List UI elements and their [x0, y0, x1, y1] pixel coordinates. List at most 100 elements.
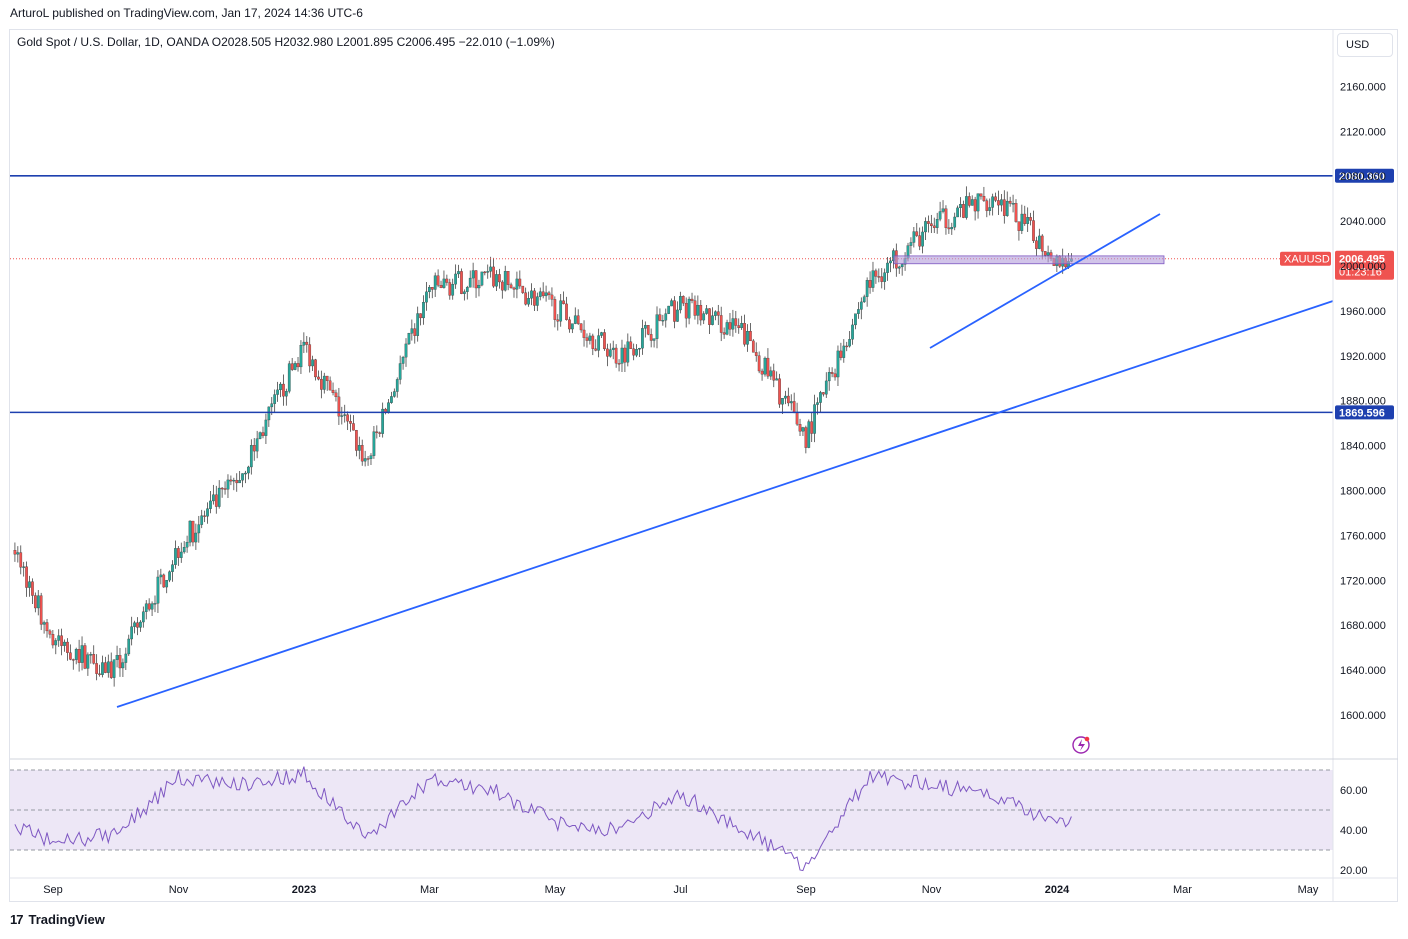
candle-body	[731, 318, 735, 330]
symbol-badge-label: XAUUSD	[1284, 254, 1330, 266]
candle-body	[565, 303, 568, 320]
candle-body	[959, 204, 962, 209]
last-price-label: 2006.495	[1339, 254, 1385, 266]
candle-body	[60, 635, 63, 646]
candle-body	[603, 332, 606, 350]
candle-body	[714, 311, 717, 316]
candle-body	[282, 383, 285, 397]
candle-body	[331, 389, 335, 393]
candle-body	[530, 290, 533, 299]
candle-body	[401, 356, 405, 364]
candle-body	[769, 370, 773, 377]
time-tick-label: Jul	[673, 884, 687, 896]
candle-body	[801, 427, 805, 432]
tradingview-brand[interactable]: 17 TradingView	[10, 912, 105, 927]
candle-body	[778, 378, 781, 405]
price-tick-label: 1920.000	[1340, 351, 1386, 363]
candle-body	[1014, 203, 1018, 222]
candle-body	[760, 370, 764, 375]
countdown-label: 01:23:16	[1339, 267, 1382, 279]
candle-body	[585, 337, 589, 341]
candle-body	[355, 430, 358, 451]
brand-label: TradingView	[28, 912, 105, 927]
candle-body	[521, 285, 525, 293]
candle-body	[524, 292, 528, 305]
candle-body	[757, 355, 761, 372]
candle-body	[270, 403, 274, 408]
candle-body	[859, 301, 863, 310]
candle-body	[369, 455, 373, 459]
candle-body	[430, 287, 434, 290]
rsi-line	[14, 766, 1072, 872]
time-tick-label: 2023	[292, 884, 316, 896]
candle-body	[614, 347, 618, 364]
candle-body	[101, 662, 104, 675]
candle-body	[862, 296, 866, 303]
candle-body	[646, 325, 650, 335]
level-badge-label: 1869.596	[1339, 407, 1385, 419]
candle-body	[719, 315, 723, 333]
candle-body	[547, 292, 551, 296]
candle-body	[249, 445, 253, 468]
candle-body	[372, 431, 376, 456]
candle-body	[611, 347, 615, 350]
candle-body	[363, 458, 367, 462]
price-tick-label: 2000.000	[1340, 261, 1386, 273]
candle-body	[629, 341, 633, 349]
candle-body	[535, 296, 539, 306]
candle-body	[287, 363, 291, 392]
candle-body	[772, 370, 776, 381]
candle-body	[203, 515, 206, 517]
candle-body	[182, 547, 186, 553]
candle-body	[582, 329, 586, 338]
candle-body	[457, 271, 460, 275]
candle-body	[121, 662, 125, 669]
candle-body	[696, 304, 700, 316]
candle-body	[848, 339, 851, 347]
candle-body	[932, 225, 936, 228]
candle-body	[118, 655, 122, 669]
candle-body	[1035, 240, 1038, 249]
candle-body	[258, 432, 262, 439]
candle-body	[705, 308, 708, 314]
candle-body	[877, 276, 881, 278]
currency-button[interactable]: USD	[1337, 33, 1393, 57]
candle-body	[626, 341, 630, 363]
candle-body	[649, 334, 653, 341]
candle-body	[865, 280, 869, 297]
candle-body	[71, 659, 75, 661]
tradingview-logo-icon: 17	[10, 912, 24, 927]
candle-body	[967, 196, 971, 206]
candle-body	[734, 318, 738, 326]
candle-body	[232, 479, 236, 482]
candle-body	[407, 333, 411, 345]
candle-body	[915, 231, 919, 236]
candle-body	[798, 424, 802, 432]
candle-body	[279, 383, 282, 391]
candle-body	[378, 432, 382, 434]
candle-body	[293, 363, 297, 370]
candle-body	[357, 445, 361, 451]
candle-body	[597, 335, 600, 351]
candle-body	[670, 300, 673, 307]
candle-body	[410, 328, 414, 334]
candle-body	[795, 412, 799, 425]
candle-body	[743, 323, 746, 345]
axes-layer: 1600.000 1640.000 1680.000 1720.000 1760.000…	[10, 30, 1398, 902]
candle-body	[541, 291, 545, 297]
candle-body	[807, 421, 811, 448]
candle-body	[661, 320, 665, 322]
candle-body	[317, 376, 320, 380]
candle-body	[1002, 199, 1006, 216]
candle-body	[261, 432, 265, 436]
candle-body	[930, 223, 933, 227]
last-price-badge	[1335, 250, 1394, 280]
candle-body	[500, 281, 504, 291]
price-tick-label: 1960.000	[1340, 306, 1386, 318]
candle-body	[985, 200, 989, 211]
candle-body	[474, 270, 478, 289]
candle-body	[89, 654, 93, 656]
candle-body	[460, 271, 463, 294]
candle-body	[346, 414, 349, 422]
